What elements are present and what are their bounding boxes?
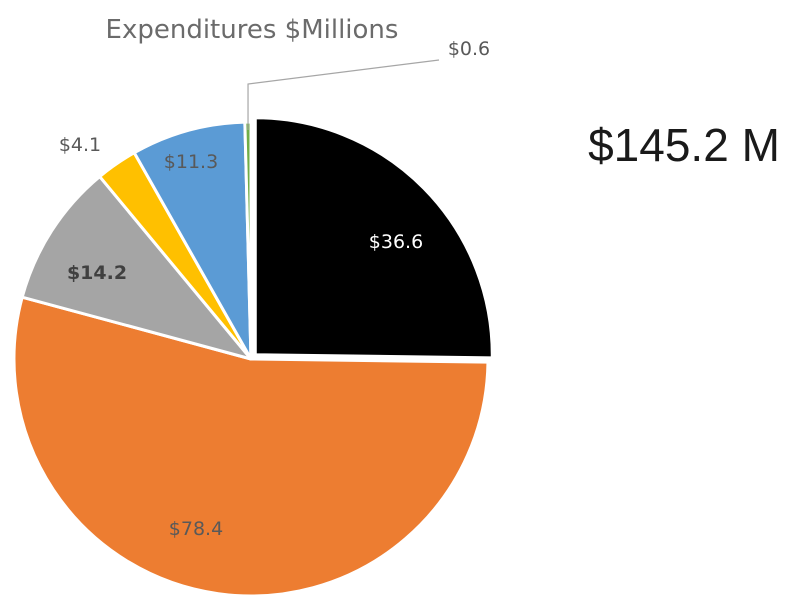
data-label-5: $11.3 xyxy=(164,151,218,173)
total-expenditure-label: $145.2 M xyxy=(588,119,780,171)
data-label-6: $0.6 xyxy=(448,38,490,60)
leader-line xyxy=(247,59,440,131)
pie-slice-1 xyxy=(253,116,494,360)
pie-slice-5 xyxy=(132,120,253,361)
pie-slice-3 xyxy=(20,175,253,361)
pie-slices xyxy=(12,116,494,597)
data-label-1: $36.6 xyxy=(369,231,423,253)
data-label-2: $78.4 xyxy=(169,518,223,540)
chart-title: Expenditures $Millions xyxy=(106,15,399,45)
data-label-4: $4.1 xyxy=(59,134,101,156)
pie-slice-2 xyxy=(12,295,490,597)
data-label-3: $14.2 xyxy=(67,262,127,284)
pie-data-labels: $36.6 $78.4 $14.2 $4.1 $11.3 $0.6 xyxy=(59,38,490,540)
